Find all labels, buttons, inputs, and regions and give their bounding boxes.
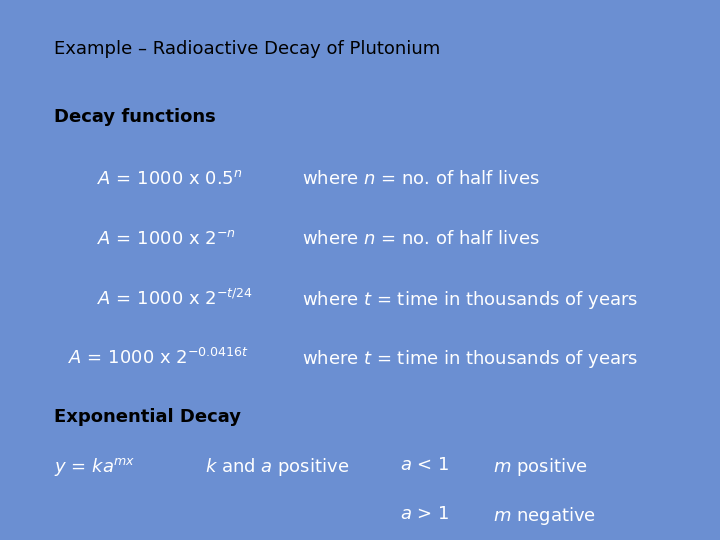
Text: where $\mathit{n}$ = no. of half lives: where $\mathit{n}$ = no. of half lives xyxy=(302,170,540,188)
Text: $\mathit{k}$ and $\mathit{a}$ positive: $\mathit{k}$ and $\mathit{a}$ positive xyxy=(205,456,349,478)
Text: $\mathit{A}$ = 1000 x 0.5$^{n}$: $\mathit{A}$ = 1000 x 0.5$^{n}$ xyxy=(97,170,243,188)
Text: $\mathit{m}$ negative: $\mathit{m}$ negative xyxy=(493,505,596,527)
Text: where $\mathit{n}$ = no. of half lives: where $\mathit{n}$ = no. of half lives xyxy=(302,230,540,247)
Text: Decay functions: Decay functions xyxy=(54,108,216,126)
Text: $\mathit{m}$ positive: $\mathit{m}$ positive xyxy=(493,456,588,478)
Text: $\mathit{A}$ = 1000 x 2$^{-0.0416t}$: $\mathit{A}$ = 1000 x 2$^{-0.0416t}$ xyxy=(68,348,250,368)
Text: $\mathit{a}$ > 1: $\mathit{a}$ > 1 xyxy=(400,505,449,523)
Text: where $\mathit{t}$ = time in thousands of years: where $\mathit{t}$ = time in thousands o… xyxy=(302,289,639,311)
Text: $\mathit{A}$ = 1000 x 2$^{-n}$: $\mathit{A}$ = 1000 x 2$^{-n}$ xyxy=(97,230,236,247)
Text: $\mathit{y}$ = $\mathit{ka}$$^{mx}$: $\mathit{y}$ = $\mathit{ka}$$^{mx}$ xyxy=(54,456,135,478)
Text: Exponential Decay: Exponential Decay xyxy=(54,408,241,426)
Text: $\mathit{A}$ = 1000 x 2$^{-t/24}$: $\mathit{A}$ = 1000 x 2$^{-t/24}$ xyxy=(97,289,253,309)
Text: where $\mathit{t}$ = time in thousands of years: where $\mathit{t}$ = time in thousands o… xyxy=(302,348,639,370)
Text: Example – Radioactive Decay of Plutonium: Example – Radioactive Decay of Plutonium xyxy=(54,40,440,58)
Text: $\mathit{a}$ < 1: $\mathit{a}$ < 1 xyxy=(400,456,449,474)
